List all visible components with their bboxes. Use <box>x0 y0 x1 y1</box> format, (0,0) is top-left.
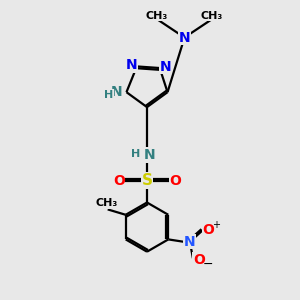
Text: CH₃: CH₃ <box>96 198 118 208</box>
Text: O: O <box>113 174 125 188</box>
Text: CH₃: CH₃ <box>146 11 168 21</box>
Text: N: N <box>144 148 155 162</box>
Text: +: + <box>212 220 220 230</box>
Text: S: S <box>142 173 152 188</box>
Text: −: − <box>203 258 213 272</box>
Text: O: O <box>193 253 205 267</box>
Text: H: H <box>131 149 140 160</box>
Text: O: O <box>169 174 181 188</box>
Text: N: N <box>184 235 196 249</box>
Text: O: O <box>202 224 214 237</box>
Text: N: N <box>179 31 190 44</box>
Text: N: N <box>159 59 171 74</box>
Text: N: N <box>111 85 123 99</box>
Text: H: H <box>104 90 113 100</box>
Text: CH₃: CH₃ <box>201 11 223 21</box>
Text: N: N <box>126 58 137 72</box>
